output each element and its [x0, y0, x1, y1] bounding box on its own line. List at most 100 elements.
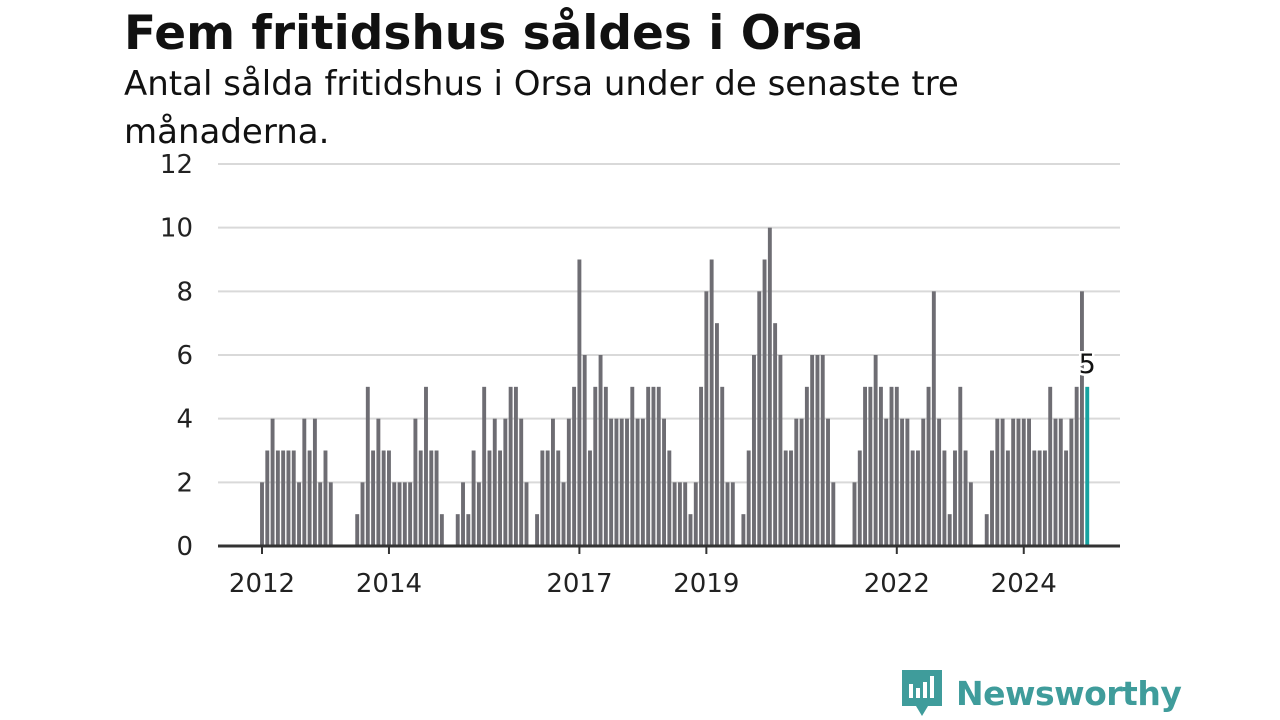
bar	[826, 418, 830, 546]
y-tick-label: 4	[176, 405, 193, 435]
bar	[535, 514, 540, 546]
bar	[312, 418, 317, 546]
bar	[603, 386, 608, 546]
bar	[889, 386, 894, 546]
bar	[1042, 450, 1047, 546]
bar	[857, 450, 862, 546]
bar	[984, 514, 989, 546]
chart-title: Fem fritidshus såldes i Orsa	[124, 6, 864, 61]
bar	[392, 482, 397, 546]
x-axis-ticks: 2012 2014 2017 2019 2022 2024	[229, 546, 1057, 599]
bar	[709, 259, 714, 546]
x-tick-label: 2019	[673, 569, 739, 599]
bar	[942, 450, 947, 546]
x-tick-label: 2012	[229, 569, 295, 599]
bar	[1000, 418, 1005, 546]
bar	[572, 386, 577, 546]
bar	[720, 386, 725, 546]
bar	[815, 355, 820, 546]
bar	[884, 418, 889, 546]
bar	[270, 418, 275, 546]
bar	[878, 386, 883, 546]
bar	[551, 418, 555, 546]
bar	[281, 450, 286, 546]
bar	[667, 450, 672, 546]
bar	[704, 291, 709, 546]
bar	[387, 450, 391, 546]
bar	[1058, 418, 1063, 546]
bar	[677, 482, 682, 546]
bar	[556, 450, 561, 546]
bar	[625, 418, 629, 546]
bar	[1016, 418, 1021, 546]
newsworthy-logo: Newsworthy	[902, 670, 1182, 716]
x-tick-label: 2014	[356, 569, 422, 599]
bar	[1037, 450, 1042, 546]
bar	[693, 482, 698, 546]
bar	[1005, 450, 1010, 546]
bar	[413, 418, 418, 546]
bar	[397, 482, 402, 546]
bar	[307, 450, 312, 546]
bar	[1021, 418, 1026, 546]
bar	[894, 386, 899, 546]
bar	[476, 482, 481, 546]
bar	[688, 514, 693, 546]
bar	[376, 418, 381, 546]
bar	[804, 386, 809, 546]
y-tick-label: 2	[176, 468, 193, 498]
bar	[513, 386, 518, 546]
newsworthy-logo-text: Newsworthy	[956, 673, 1182, 713]
bar	[561, 482, 566, 546]
bar	[767, 227, 772, 546]
bar	[577, 259, 582, 546]
bar	[931, 291, 936, 546]
bar	[598, 355, 603, 546]
bar	[519, 418, 524, 546]
bar	[461, 482, 465, 546]
gridlines	[218, 163, 1120, 484]
bar	[662, 418, 666, 546]
bar	[921, 418, 926, 546]
bar	[429, 450, 434, 546]
y-tick-label: 12	[160, 150, 193, 180]
bar	[286, 450, 291, 546]
bars	[260, 227, 1090, 546]
bar	[1011, 418, 1016, 546]
bar	[265, 450, 270, 546]
bar	[498, 450, 502, 546]
bar	[540, 450, 545, 546]
bar	[699, 386, 704, 546]
bar	[302, 418, 307, 546]
bar	[297, 482, 301, 546]
bar	[630, 386, 635, 546]
bar	[773, 323, 778, 546]
bar	[714, 323, 719, 546]
latest-value-label: 5	[1079, 349, 1096, 380]
bar	[609, 418, 614, 546]
bar	[968, 482, 973, 546]
bar	[752, 355, 756, 546]
bar	[778, 355, 783, 546]
bar	[910, 450, 915, 546]
bar	[360, 482, 365, 546]
bar	[900, 418, 905, 546]
x-tick-label: 2017	[546, 569, 612, 599]
bar	[683, 482, 688, 546]
bar	[873, 355, 878, 546]
bar	[593, 386, 598, 546]
bar	[503, 418, 508, 546]
bar	[905, 418, 910, 546]
bar	[1069, 418, 1074, 546]
bar	[408, 482, 413, 546]
bar	[1064, 450, 1069, 546]
bar	[471, 450, 476, 546]
bar	[275, 450, 280, 546]
bar	[524, 482, 529, 546]
bar	[566, 418, 571, 546]
bar	[656, 386, 661, 546]
bar	[926, 386, 931, 546]
bar	[672, 482, 677, 546]
bar	[741, 514, 746, 546]
